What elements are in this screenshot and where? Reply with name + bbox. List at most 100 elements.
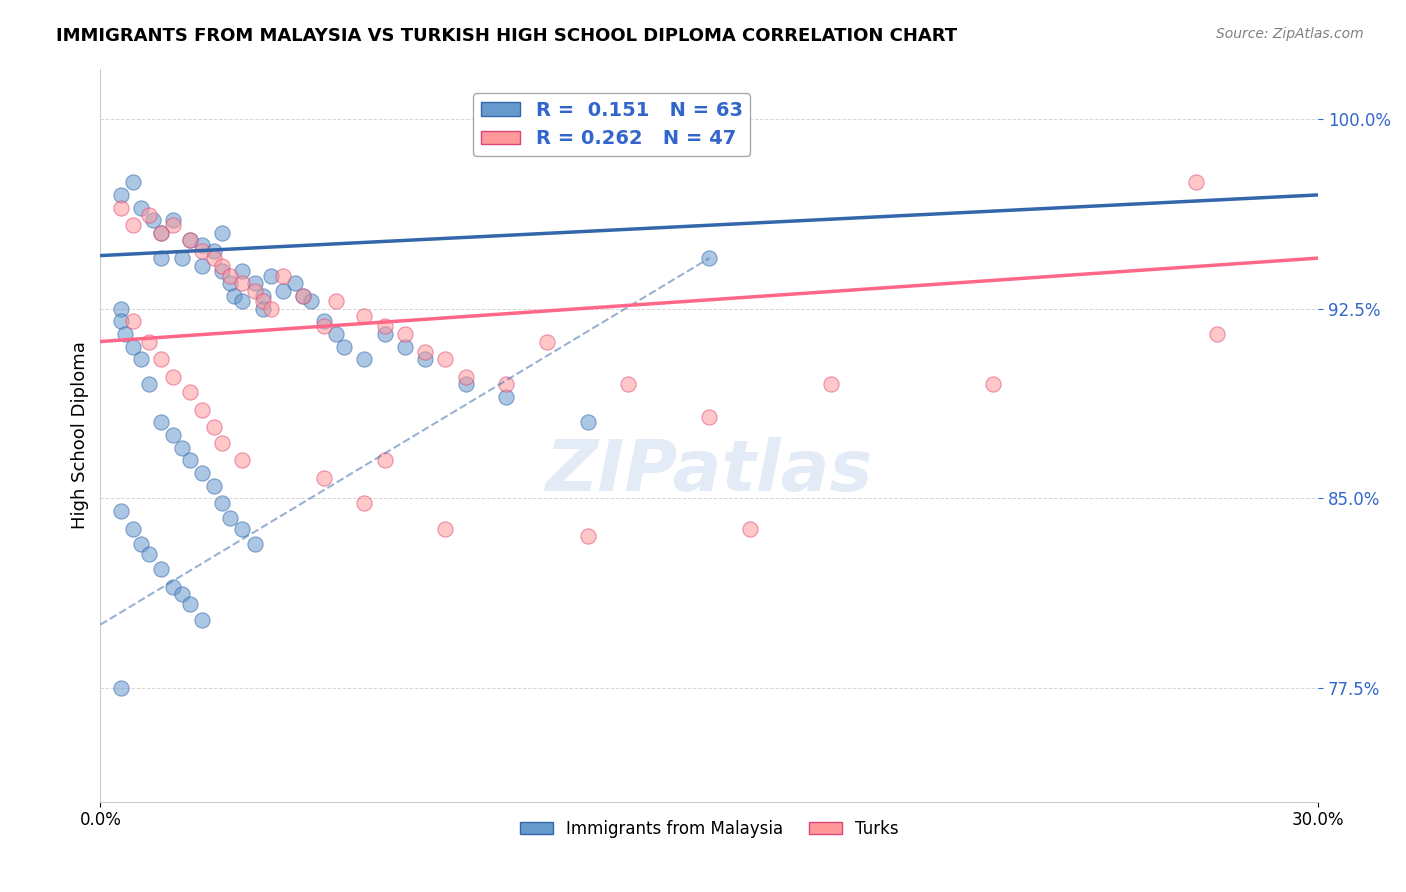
Point [434,522,457,536]
Point [243,284,266,298]
Point [243,277,266,291]
Point [110,201,132,215]
Point [301,294,323,309]
Point [121,219,143,233]
Point [129,201,152,215]
Point [394,326,416,341]
Point [211,496,233,510]
Point [312,471,335,485]
Point [820,377,842,392]
Point [121,175,143,189]
Point [536,334,558,349]
Point [138,208,160,222]
Point [110,681,132,695]
Point [162,370,184,384]
Point [179,453,201,467]
Point [170,587,193,601]
Point [252,301,274,316]
Legend: Immigrants from Malaysia, Turks: Immigrants from Malaysia, Turks [513,814,905,845]
Point [191,238,214,252]
Point [150,416,173,430]
Point [129,352,152,367]
Point [138,334,160,349]
Point [211,226,233,240]
Point [738,522,761,536]
Point [434,352,457,367]
Point [312,314,335,328]
Point [983,377,1005,392]
Point [495,390,517,404]
Point [121,522,143,536]
Point [292,289,315,303]
Point [202,420,225,434]
Point [219,277,242,291]
Point [353,352,375,367]
Text: ZIPatlas: ZIPatlas [546,437,873,506]
Point [260,268,283,283]
Point [353,496,375,510]
Point [129,537,152,551]
Point [495,377,517,392]
Point [231,522,253,536]
Point [162,219,184,233]
Point [202,478,225,492]
Point [121,340,143,354]
Point [162,580,184,594]
Point [1185,175,1208,189]
Point [312,319,335,334]
Point [211,264,233,278]
Point [150,226,173,240]
Point [170,251,193,265]
Point [373,326,395,341]
Point [162,428,184,442]
Point [150,562,173,576]
Point [271,284,294,298]
Point [260,301,283,316]
Point [231,453,253,467]
Point [142,213,165,227]
Point [252,294,274,309]
Point [454,370,477,384]
Point [252,289,274,303]
Point [179,234,201,248]
Point [697,251,720,265]
Y-axis label: High School Diploma: High School Diploma [72,341,89,529]
Point [191,466,214,480]
Point [284,277,307,291]
Point [170,441,193,455]
Point [179,234,201,248]
Point [231,277,253,291]
Point [150,352,173,367]
Point [179,385,201,400]
Point [292,289,315,303]
Point [353,310,375,324]
Point [191,259,214,273]
Point [231,264,253,278]
Point [211,435,233,450]
Point [179,598,201,612]
Point [138,547,160,561]
Point [191,402,214,417]
Point [454,377,477,392]
Point [191,613,214,627]
Point [138,377,160,392]
Point [697,410,720,425]
Point [110,314,132,328]
Point [325,294,347,309]
Point [219,268,242,283]
Point [1205,326,1227,341]
Point [617,377,640,392]
Point [243,537,266,551]
Point [202,251,225,265]
Point [110,504,132,518]
Point [121,314,143,328]
Text: Source: ZipAtlas.com: Source: ZipAtlas.com [1216,27,1364,41]
Text: IMMIGRANTS FROM MALAYSIA VS TURKISH HIGH SCHOOL DIPLOMA CORRELATION CHART: IMMIGRANTS FROM MALAYSIA VS TURKISH HIGH… [56,27,957,45]
Point [110,188,132,202]
Point [325,326,347,341]
Point [150,251,173,265]
Point [271,268,294,283]
Point [110,301,132,316]
Point [373,453,395,467]
Point [394,340,416,354]
